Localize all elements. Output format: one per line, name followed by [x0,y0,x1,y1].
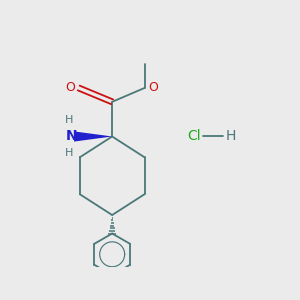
Text: O: O [148,81,158,94]
Polygon shape [74,131,112,142]
Text: H: H [65,115,73,125]
Text: O: O [65,81,75,94]
Text: Cl: Cl [188,130,201,143]
Text: H: H [65,148,73,158]
Text: H: H [225,130,236,143]
Text: N: N [66,129,78,143]
